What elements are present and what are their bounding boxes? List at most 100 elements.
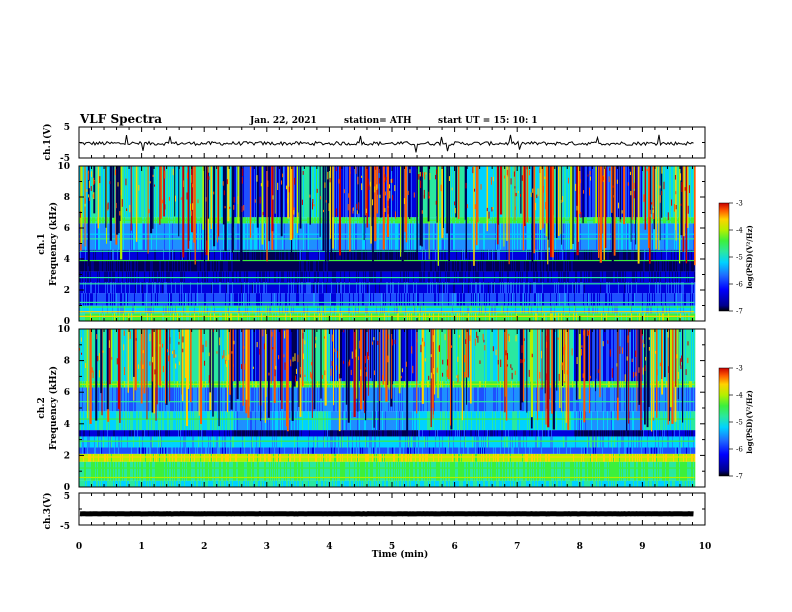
spectrogram-cell <box>208 282 210 294</box>
spectrogram-cell <box>343 260 345 272</box>
spectrogram-cell <box>395 260 397 272</box>
spectrogram-cell <box>229 166 231 218</box>
spectrogram-cell <box>288 282 290 294</box>
spectrogram-cell <box>330 305 332 314</box>
spectrogram-cell <box>390 223 392 250</box>
spectrogram-cell <box>452 249 454 261</box>
spectrogram-cell <box>303 223 305 250</box>
spectrogram-cell <box>176 223 178 250</box>
spectrogram-cell <box>438 305 440 314</box>
spectrogram-cell <box>337 282 339 294</box>
spectrogram-cell <box>211 260 213 272</box>
spectrogram-cell <box>193 305 195 314</box>
spectrogram-cell <box>438 271 440 283</box>
spectrogram-cell <box>428 282 430 294</box>
spectrogram-cell <box>340 293 342 306</box>
spectrogram-cell <box>195 260 197 272</box>
spectrogram-cell <box>442 249 444 261</box>
spectrogram-cell <box>167 249 169 261</box>
spectrogram-cell <box>113 293 115 306</box>
spectrogram-cell <box>92 260 94 272</box>
spectrogram-cell <box>296 260 298 272</box>
spectrogram-cell <box>411 282 413 294</box>
spectrogram-cell <box>454 293 456 306</box>
spectrogram-cell <box>191 305 193 314</box>
spectrogram-cell <box>181 166 183 218</box>
spectrogram-cell <box>125 260 127 272</box>
spectrogram-cell <box>180 282 182 294</box>
spectrogram-cell <box>130 166 132 218</box>
spectrogram-cell <box>348 260 350 272</box>
spectrogram-cell <box>338 223 340 250</box>
spectrogram-cell <box>358 223 360 250</box>
spectrogram-cell <box>322 249 324 261</box>
spectrogram-cell <box>371 293 373 306</box>
spectrogram-cell <box>457 282 459 294</box>
spectrogram-cell <box>420 293 422 306</box>
spectrogram-cell <box>321 282 323 294</box>
spectrogram-cell <box>438 260 440 272</box>
spectrogram-cell <box>361 271 363 283</box>
spectrogram-cell <box>280 249 282 261</box>
spectrogram-cell <box>302 260 304 272</box>
spectrogram-cell <box>288 223 290 250</box>
spectrogram-cell <box>453 282 455 294</box>
spectrogram-cell <box>424 313 426 321</box>
spectrogram-cell <box>316 313 318 321</box>
spectrogram-cell <box>302 166 304 218</box>
spectrogram-cell <box>278 305 280 314</box>
spectrogram-cell <box>388 271 390 283</box>
spectrogram-cell <box>424 282 426 294</box>
spectrogram-cell <box>357 313 359 321</box>
spectrogram-cell <box>451 249 453 261</box>
spectrogram-cell <box>442 313 444 321</box>
spectrogram-cell <box>423 305 425 314</box>
spectrogram-cell <box>367 260 369 272</box>
spectrogram-cell <box>357 293 359 306</box>
spectrogram-cell <box>170 249 172 261</box>
spectrogram-cell <box>161 260 163 272</box>
spectrogram-cell <box>369 223 371 250</box>
spectrogram-cell <box>185 271 187 283</box>
spectrogram-cell <box>438 313 440 321</box>
spectrogram-cell <box>119 223 121 250</box>
spectrogram-cell <box>152 282 154 294</box>
spectrogram-cell <box>146 166 148 218</box>
spectrogram-cell <box>197 305 199 314</box>
spectrogram-cell <box>186 313 188 321</box>
spectrogram-cell <box>431 260 433 272</box>
spectrogram-cell <box>413 260 415 272</box>
spectrogram-cell <box>308 293 310 306</box>
spectrogram-cell <box>147 249 149 261</box>
spectrogram-cell <box>92 271 94 283</box>
spectrogram-cell <box>132 293 134 306</box>
spectrogram-cell <box>275 305 277 314</box>
spectrogram-cell <box>310 293 312 306</box>
spectrogram-cell <box>150 293 152 306</box>
spectrogram-cell <box>155 223 157 250</box>
spectrogram-cell <box>283 223 285 250</box>
spectrogram-cell <box>240 313 242 321</box>
spectrogram-cell <box>407 223 409 250</box>
spectrogram-cell <box>432 313 434 321</box>
spectrogram-cell <box>141 166 143 218</box>
spectrogram-cell <box>392 305 394 314</box>
spectrogram-cell <box>390 271 392 283</box>
spectrogram-cell <box>125 313 127 321</box>
spectrogram-cell <box>342 166 344 218</box>
spectrogram-cell <box>245 282 247 294</box>
spectrogram-cell <box>220 249 222 261</box>
spectrogram-cell <box>448 305 450 314</box>
spectrogram-cell <box>259 282 261 294</box>
spectrogram-cell <box>301 260 303 272</box>
spectrogram-cell <box>421 313 423 321</box>
spectrogram-cell <box>280 282 282 294</box>
spectrogram-cell <box>231 293 233 306</box>
spectrogram-cell <box>214 271 216 283</box>
spectrogram-cell <box>109 282 111 294</box>
spectrogram-cell <box>97 305 99 314</box>
spectrogram-cell <box>284 249 286 261</box>
spectrogram-cell <box>364 166 366 218</box>
spectrogram-cell <box>436 223 438 250</box>
spectrogram-cell <box>93 282 95 294</box>
